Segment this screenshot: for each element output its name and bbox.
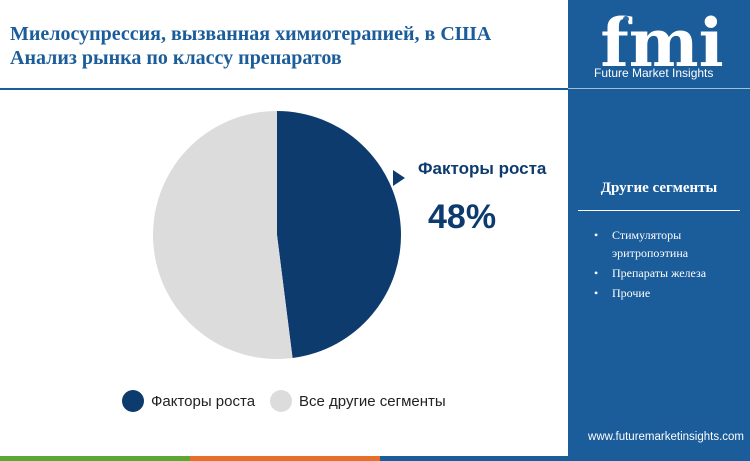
legend-swatch bbox=[122, 390, 144, 412]
title-divider bbox=[0, 88, 568, 90]
logo-caption: Future Market Insights bbox=[594, 66, 714, 80]
callout-label: Факторы роста bbox=[418, 159, 547, 178]
list-item: Стимуляторы эритропоэтина bbox=[592, 226, 742, 262]
legend-swatch bbox=[270, 390, 292, 412]
footer-stripe-orange bbox=[190, 456, 380, 461]
sidebar: fmi Future Market Insights Другие сегмен… bbox=[568, 0, 750, 461]
list-item: Препараты железа bbox=[592, 264, 742, 282]
legend-label: Все другие сегменты bbox=[299, 392, 446, 410]
other-segments-title: Другие сегменты bbox=[600, 180, 718, 196]
segments-list: Стимуляторы эритропоэтина Препараты желе… bbox=[592, 226, 742, 304]
pie-chart bbox=[153, 111, 405, 359]
title-line-2: Анализ рынка по классу препаратов bbox=[10, 47, 342, 69]
legend-label: Факторы роста bbox=[151, 392, 256, 410]
list-item: Прочие bbox=[592, 284, 742, 302]
footer-stripe-green bbox=[0, 456, 190, 461]
callout-arrow-icon bbox=[393, 170, 405, 186]
chart-title: Миелосупрессия, вызванная химиотерапией,… bbox=[10, 22, 570, 70]
title-line-1: Миелосупрессия, вызванная химиотерапией,… bbox=[10, 23, 492, 45]
sidebar-divider bbox=[568, 88, 750, 89]
callout-value: 48% bbox=[428, 198, 497, 236]
pie-slice-0 bbox=[277, 111, 401, 359]
fmi-logo-icon: fmi bbox=[600, 4, 723, 82]
pie-slice-1 bbox=[153, 111, 293, 359]
footer-stripe-blue bbox=[380, 456, 750, 461]
legend-item-other-segments: Все другие сегменты bbox=[270, 390, 446, 412]
website-link[interactable]: www.futuremarketinsights.com bbox=[588, 431, 744, 443]
legend-item-growth-factors: Факторы роста bbox=[122, 390, 255, 412]
segments-divider bbox=[578, 210, 740, 211]
